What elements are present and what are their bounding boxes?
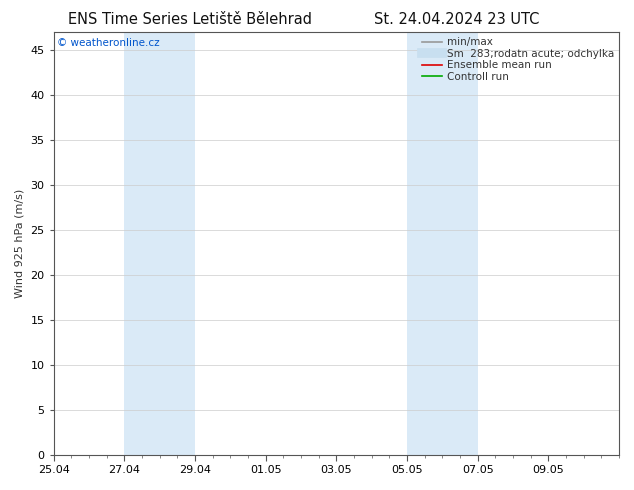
Bar (407, 32, 477, 455)
Text: St. 24.04.2024 23 UTC: St. 24.04.2024 23 UTC (374, 12, 539, 27)
Bar (124, 32, 195, 455)
Y-axis label: Wind 925 hPa (m/s): Wind 925 hPa (m/s) (15, 189, 25, 298)
Text: ENS Time Series Letiště Bělehrad: ENS Time Series Letiště Bělehrad (68, 12, 312, 27)
Legend: min/max, Sm  283;rodatn acute; odchylka, Ensemble mean run, Controll run: min/max, Sm 283;rodatn acute; odchylka, … (420, 35, 616, 84)
Text: © weatheronline.cz: © weatheronline.cz (56, 39, 159, 49)
